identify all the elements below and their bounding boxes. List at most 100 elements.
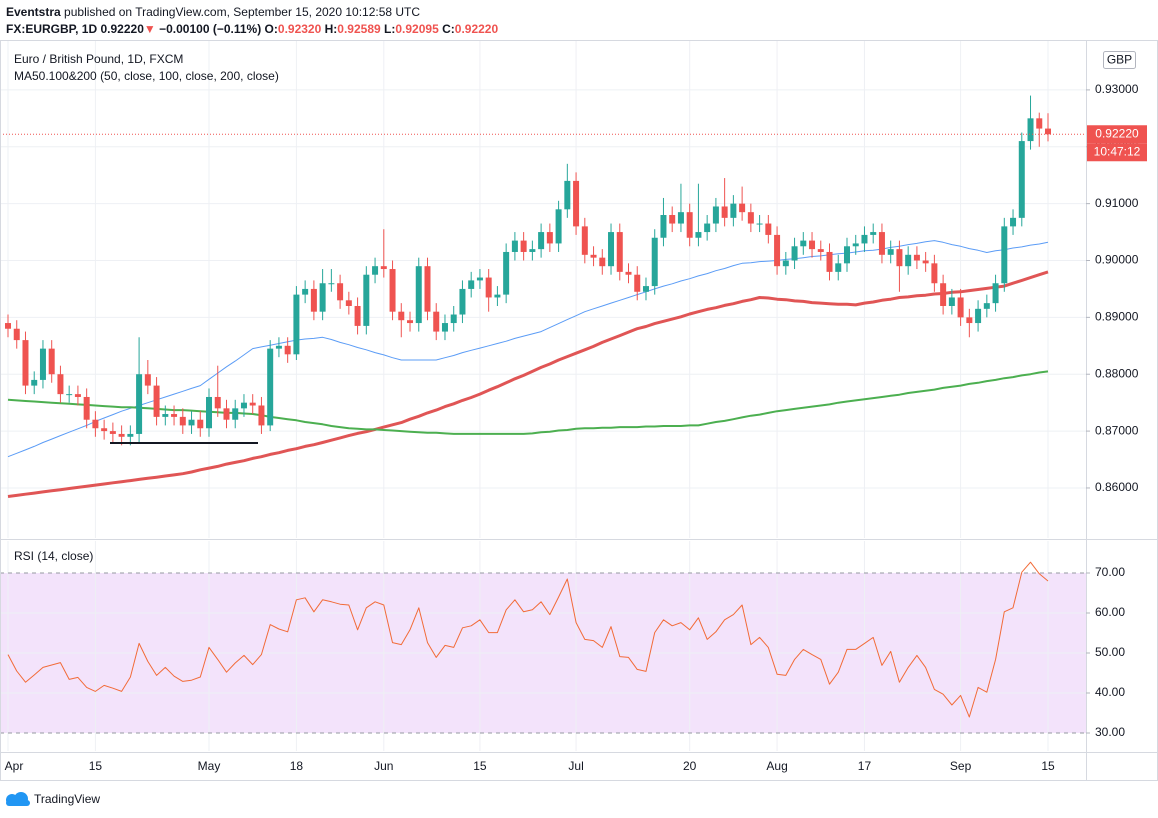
grid-layer — [0, 41, 1086, 751]
candle-body — [433, 311, 440, 332]
candle-body — [188, 419, 195, 426]
candle-body — [538, 232, 545, 250]
currency-box — [1103, 51, 1136, 69]
candle-body — [380, 266, 387, 270]
candle-body — [407, 320, 414, 324]
candle-body — [896, 249, 903, 267]
candle-body — [913, 254, 920, 261]
candle-body — [861, 234, 868, 244]
candle-body — [529, 249, 536, 252]
chart-title: Euro / British Pound, 1D, FXCM — [14, 52, 183, 66]
y-tick-label: 0.91000 — [1095, 196, 1139, 210]
candle-body — [634, 274, 641, 292]
candle-body — [1010, 217, 1017, 227]
candle-body — [747, 212, 754, 224]
candle-body — [275, 345, 282, 349]
currency: GBP — [1107, 53, 1132, 67]
candle-body — [232, 408, 239, 420]
candle-body — [625, 271, 632, 275]
candle-body — [468, 280, 475, 289]
candle-body — [441, 323, 448, 332]
candle-body — [704, 223, 711, 233]
candle-body — [83, 396, 90, 420]
candle-body — [870, 232, 877, 235]
countdown-box — [1087, 143, 1147, 162]
candle-body — [389, 269, 396, 312]
candle-body — [835, 263, 842, 272]
candle-body — [31, 379, 38, 386]
candle-body — [791, 246, 798, 261]
candle-body — [922, 260, 929, 264]
moving-average — [7, 240, 1049, 458]
candle-body — [1045, 128, 1051, 135]
published: published on TradingView.com, September … — [64, 5, 420, 19]
candle-body — [214, 396, 221, 409]
y-tick-label: 0.88000 — [1095, 366, 1139, 380]
candle-body — [372, 266, 379, 275]
candle-body — [555, 209, 562, 244]
candle-body — [223, 408, 230, 420]
candle-body — [39, 348, 46, 380]
candle-body — [127, 433, 134, 437]
x-tick-label: 15 — [1041, 759, 1055, 773]
candle-body — [800, 240, 807, 247]
x-tick-label: 17 — [858, 759, 872, 773]
candle-body — [756, 223, 763, 225]
candle-body — [118, 433, 125, 437]
candle-body — [669, 215, 676, 224]
candle-body — [686, 212, 693, 238]
candle-body — [450, 314, 457, 324]
candle-body — [651, 237, 658, 287]
ohlc-l: L: — [384, 22, 395, 36]
candle-body — [267, 348, 274, 426]
x-tick-label: 18 — [290, 759, 304, 773]
arrow: ▼ — [144, 22, 156, 36]
candle-body — [843, 246, 850, 264]
rsi-band-anchor — [6, 541, 1086, 542]
candle-body — [354, 305, 361, 326]
candle-body — [92, 419, 99, 429]
candle-body — [712, 206, 719, 224]
candle-body — [852, 243, 859, 247]
x-tick-label: 15 — [473, 759, 487, 773]
indicator-legend: MA50.100&200 (50, close, 100, close, 200… — [14, 69, 279, 83]
candle-body — [931, 263, 938, 284]
candle-body — [1027, 118, 1034, 142]
candle-body — [48, 348, 55, 375]
candle-body — [136, 374, 143, 434]
candle-body — [240, 402, 247, 409]
x-tick-label: Apr — [5, 759, 24, 773]
candle-body — [398, 311, 405, 321]
y-tick-label: 0.90000 — [1095, 253, 1139, 267]
candle-body — [503, 251, 510, 295]
candle-body — [887, 249, 894, 255]
x-tick-label: May — [198, 759, 221, 773]
candle-body — [730, 203, 737, 218]
ohlc-c: C: — [442, 22, 455, 36]
candle-body — [826, 251, 833, 272]
x-tick-label: 15 — [89, 759, 103, 773]
candle-body — [109, 431, 116, 434]
y-tick-label: 70.00 — [1095, 565, 1125, 579]
candle-body — [476, 277, 483, 281]
y-tick-label: 50.00 — [1095, 645, 1125, 659]
candle-body — [695, 232, 702, 238]
x-tick-label: Jul — [568, 759, 583, 773]
candle-body — [590, 254, 597, 258]
publish-line: Eventstra published on TradingView.com, … — [6, 5, 420, 19]
candle-body — [1001, 226, 1008, 284]
candle-body — [258, 405, 265, 426]
candle-body — [494, 294, 501, 298]
x-tick-label: Sep — [950, 759, 972, 773]
candle-body — [101, 428, 108, 432]
candle-body — [608, 232, 615, 267]
candle-body — [616, 232, 623, 272]
candle-body — [520, 240, 527, 252]
candle-body — [22, 340, 29, 386]
candle-body — [957, 297, 964, 318]
candle-body — [153, 385, 160, 417]
brand-name: TradingView — [34, 792, 100, 806]
candle-body — [345, 300, 352, 306]
candle-body — [328, 283, 335, 285]
